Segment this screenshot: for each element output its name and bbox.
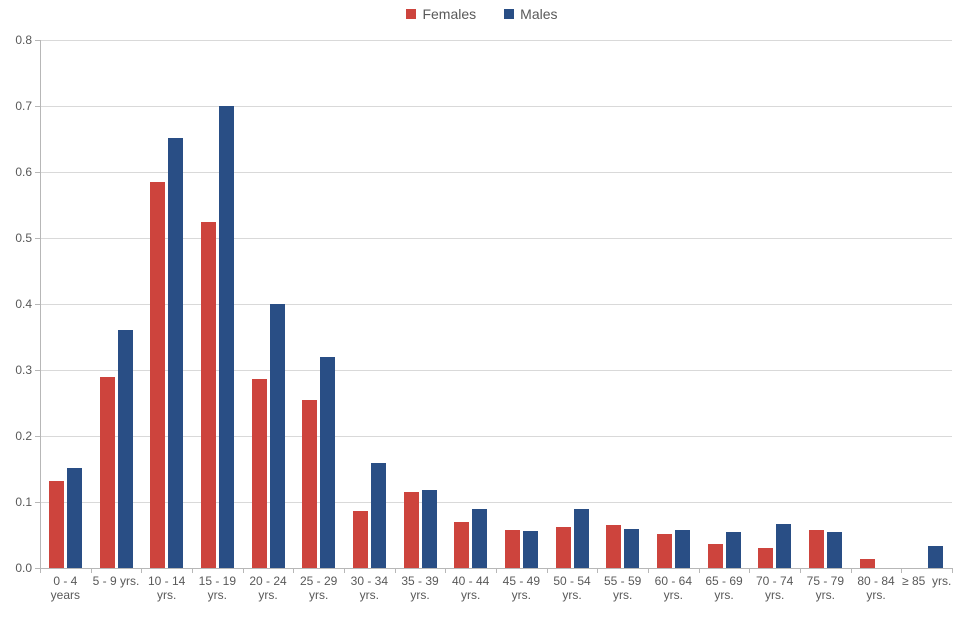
- bar: [657, 534, 672, 568]
- bar: [809, 530, 824, 568]
- x-tick-label: 70 - 74 yrs.: [756, 568, 793, 603]
- x-tick-label: 45 - 49 yrs.: [503, 568, 540, 603]
- bar: [219, 106, 234, 568]
- bar: [472, 509, 487, 568]
- x-tick-label: ≥ 85 yrs.: [902, 568, 951, 588]
- x-tick: [395, 568, 396, 573]
- bar: [624, 529, 639, 568]
- bar: [675, 530, 690, 568]
- bar: [776, 524, 791, 568]
- x-tick: [293, 568, 294, 573]
- gridline: [40, 40, 952, 41]
- x-tick-label: 15 - 19 yrs.: [199, 568, 236, 603]
- legend-label: Males: [520, 6, 557, 22]
- bar: [606, 525, 621, 568]
- bar: [168, 138, 183, 568]
- x-tick-label: 0 - 4 years: [51, 568, 80, 603]
- x-tick: [699, 568, 700, 573]
- bar: [49, 481, 64, 568]
- x-tick: [851, 568, 852, 573]
- x-tick-label: 25 - 29 yrs.: [300, 568, 337, 603]
- legend-item: Females: [406, 6, 476, 22]
- bar: [353, 511, 368, 568]
- x-tick-label: 80 - 84 yrs.: [857, 568, 894, 603]
- bar: [150, 182, 165, 568]
- legend-label: Females: [422, 6, 476, 22]
- x-tick: [547, 568, 548, 573]
- x-tick-label: 60 - 64 yrs.: [655, 568, 692, 603]
- x-tick: [952, 568, 953, 573]
- bar: [404, 492, 419, 568]
- x-tick-label: 65 - 69 yrs.: [705, 568, 742, 603]
- bar: [201, 222, 216, 568]
- bar: [422, 490, 437, 568]
- x-tick: [800, 568, 801, 573]
- bar: [371, 463, 386, 568]
- bar: [574, 509, 589, 568]
- bar: [860, 559, 875, 568]
- x-tick: [40, 568, 41, 573]
- plot-area: 0.00.10.20.30.40.50.60.70.80 - 4 years5 …: [40, 40, 952, 568]
- bar: [252, 379, 267, 568]
- x-tick: [192, 568, 193, 573]
- gridline: [40, 106, 952, 107]
- bar: [67, 468, 82, 568]
- bar: [100, 377, 115, 568]
- bar: [556, 527, 571, 568]
- legend: Females Males: [0, 6, 964, 22]
- age-distribution-chart: Females Males 0.00.10.20.30.40.50.60.70.8…: [0, 0, 964, 625]
- bar: [827, 532, 842, 568]
- x-tick: [344, 568, 345, 573]
- x-tick: [597, 568, 598, 573]
- x-tick-label: 50 - 54 yrs.: [553, 568, 590, 603]
- legend-swatch: [504, 9, 514, 19]
- bar: [758, 548, 773, 568]
- x-tick-label: 55 - 59 yrs.: [604, 568, 641, 603]
- legend-swatch: [406, 9, 416, 19]
- x-tick-label: 75 - 79 yrs.: [807, 568, 844, 603]
- x-tick: [91, 568, 92, 573]
- x-tick-label: 30 - 34 yrs.: [351, 568, 388, 603]
- bar: [302, 400, 317, 568]
- x-tick-label: 35 - 39 yrs.: [401, 568, 438, 603]
- bar: [505, 530, 520, 568]
- bar: [726, 532, 741, 568]
- bar: [118, 330, 133, 568]
- x-tick-label: 10 - 14 yrs.: [148, 568, 185, 603]
- bar: [270, 304, 285, 568]
- bar: [320, 357, 335, 568]
- bar: [454, 522, 469, 568]
- x-tick: [141, 568, 142, 573]
- x-tick-label: 20 - 24 yrs.: [249, 568, 286, 603]
- x-tick: [648, 568, 649, 573]
- bar: [523, 531, 538, 568]
- legend-item: Males: [504, 6, 557, 22]
- x-tick-label: 5 - 9 yrs.: [93, 568, 140, 588]
- x-tick: [445, 568, 446, 573]
- bar: [708, 544, 723, 568]
- x-tick: [749, 568, 750, 573]
- x-tick: [243, 568, 244, 573]
- x-tick: [496, 568, 497, 573]
- x-tick-label: 40 - 44 yrs.: [452, 568, 489, 603]
- bar: [928, 546, 943, 568]
- y-axis-line: [40, 40, 41, 568]
